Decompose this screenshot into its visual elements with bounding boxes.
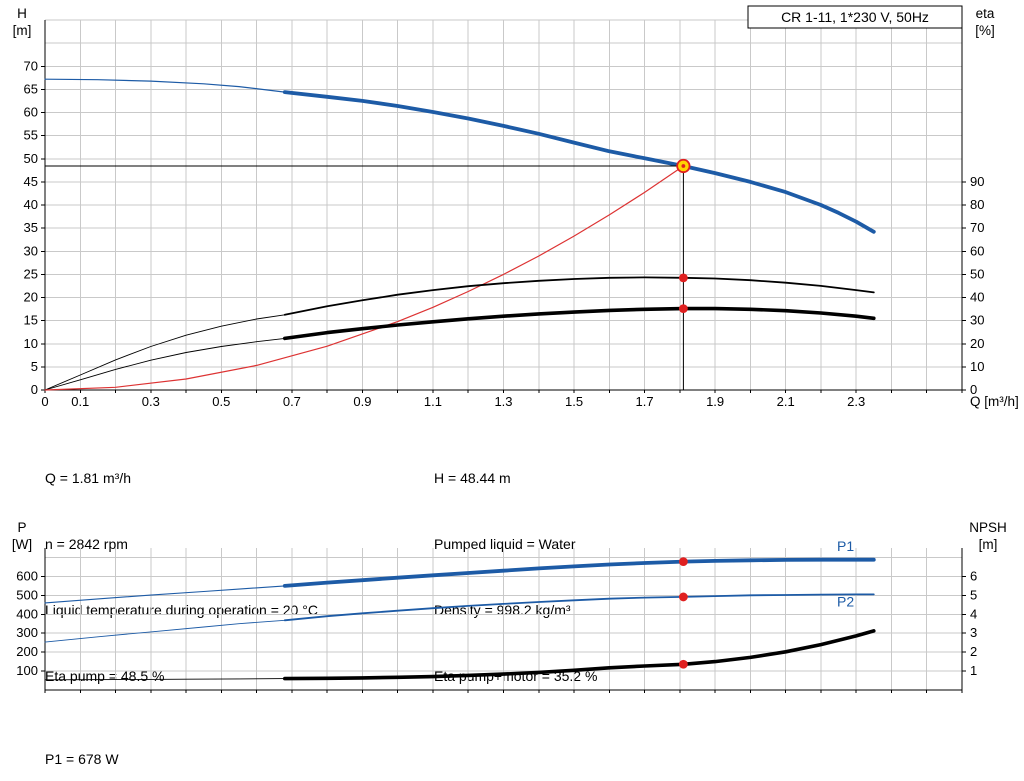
qh-curve-lowflow	[44, 78, 286, 93]
x-tick-label: 0.7	[283, 394, 301, 409]
y-right-tick-label: 80	[970, 197, 984, 212]
y-right-tick-label: 4	[970, 606, 977, 621]
y-left-tick-label: 65	[24, 81, 38, 96]
p2-curve-lowflow	[44, 619, 286, 643]
y-right-tick-label: 10	[970, 359, 984, 374]
x-tick-label: 1.3	[494, 394, 512, 409]
power-npsh-chart: 100 200 300 400 500 600 1 2 3 4 5 6 P [W] NPSH [m] P1 P2	[12, 520, 1007, 693]
eta-pump-curve	[283, 276, 875, 316]
y-left-tick-label: 50	[24, 151, 38, 166]
p1-curve-label: P1	[837, 538, 854, 554]
y-right-tick-label: 40	[970, 290, 984, 305]
y-left-tick-label: 30	[24, 243, 38, 258]
npsh-curve	[283, 629, 876, 681]
y-left-tick-label: 45	[24, 174, 38, 189]
y-left-tick-label: 10	[24, 336, 38, 351]
y-right-axis-title: eta	[976, 6, 995, 21]
x-tick-label: 0.5	[212, 394, 230, 409]
y-right-tick-label: 50	[970, 266, 984, 281]
x-tick-label: 1.7	[636, 394, 654, 409]
y-left-axis-unit: [m]	[13, 23, 32, 38]
system-curve	[44, 165, 684, 391]
y-left-tick-label: 500	[16, 587, 38, 602]
p2-curve-label: P2	[837, 594, 854, 610]
x-tick-label: 0	[41, 394, 48, 409]
x-tick-label: 2.3	[847, 394, 865, 409]
qh-curve	[282, 90, 876, 234]
eta-pump-motor-curve	[283, 306, 876, 341]
y-left-tick-label: 70	[24, 58, 38, 73]
p1-dot	[678, 557, 688, 567]
x-tick-label: 1.1	[424, 394, 442, 409]
eta-pump-curve-lowflow	[44, 314, 286, 391]
y-right-tick-label: 0	[970, 382, 977, 397]
p2-dot	[678, 592, 688, 602]
qh-eta-chart: 0 5 10 15 20 25 30 35 40 45 50 55 60 65 70 0 10 20 30 40 50 6…	[13, 5, 1019, 409]
y-left-tick-label: 55	[24, 128, 38, 143]
chart-title-box	[747, 5, 963, 29]
y-left-axis-title: H	[17, 6, 27, 21]
power-info-column: P1 = 678 W P2 = 491.5 W NPSH = 1.36 m	[45, 704, 143, 781]
info-line-h: H = 48.44 m	[434, 470, 511, 486]
eta-pump-dot	[678, 273, 688, 283]
y-right-axis-title: NPSH	[969, 520, 1007, 535]
y-left-axis-unit: [W]	[12, 537, 32, 552]
y-left-tick-label: 300	[16, 625, 38, 640]
y-left-tick-label: 25	[24, 266, 38, 281]
y-right-axis-unit: [m]	[979, 537, 998, 552]
npsh-dot	[678, 659, 688, 669]
x-tick-label: 1.5	[565, 394, 583, 409]
info-line-p1: P1 = 678 W	[45, 751, 119, 767]
x-tick-label: 1.9	[706, 394, 724, 409]
y-right-tick-label: 20	[970, 336, 984, 351]
y-left-tick-label: 100	[16, 663, 38, 678]
x-tick-label: 0.1	[71, 394, 89, 409]
y-right-tick-label: 30	[970, 313, 984, 328]
p2-curve	[283, 593, 875, 622]
x-tick-label: 2.1	[777, 394, 795, 409]
x-tick-label: 0.9	[353, 394, 371, 409]
y-left-axis-title: P	[17, 520, 26, 535]
y-left-tick-label: 60	[24, 105, 38, 120]
y-left-tick-label: 0	[31, 382, 38, 397]
y-right-tick-label: 2	[970, 644, 977, 659]
y-right-tick-label: 60	[970, 243, 984, 258]
y-left-tick-label: 35	[24, 220, 38, 235]
y-right-axis-unit: [%]	[975, 23, 995, 38]
y-right-tick-label: 3	[970, 625, 977, 640]
y-left-tick-label: 20	[24, 290, 38, 305]
info-line-pumped-liquid: Pumped liquid = Water	[434, 536, 576, 552]
p1-curve	[282, 557, 876, 588]
info-line-q: Q = 1.81 m³/h	[45, 470, 131, 486]
duty-point-center	[681, 164, 686, 168]
y-left-tick-label: 5	[31, 359, 38, 374]
y-right-tick-label: 6	[970, 568, 977, 583]
eta-pump-motor-curve-lowflow	[44, 337, 286, 391]
p1-curve-lowflow	[44, 585, 286, 604]
y-left-tick-label: 40	[24, 197, 38, 212]
y-right-tick-label: 70	[970, 220, 984, 235]
y-right-tick-label: 90	[970, 174, 984, 189]
chart-title: CR 1-11, 1*230 V, 50Hz	[781, 9, 929, 25]
y-right-tick-label: 1	[970, 663, 977, 678]
info-line-speed: n = 2842 rpm	[45, 536, 128, 552]
y-left-tick-label: 15	[24, 313, 38, 328]
x-axis-title: Q [m³/h]	[970, 394, 1019, 409]
x-tick-label: 0.3	[142, 394, 160, 409]
npsh-curve-lowflow	[44, 678, 286, 681]
y-right-tick-label: 5	[970, 587, 977, 602]
y-left-tick-label: 200	[16, 644, 38, 659]
y-left-tick-label: 600	[16, 568, 38, 583]
y-left-tick-label: 400	[16, 606, 38, 621]
eta-pump-motor-dot	[678, 304, 688, 313]
